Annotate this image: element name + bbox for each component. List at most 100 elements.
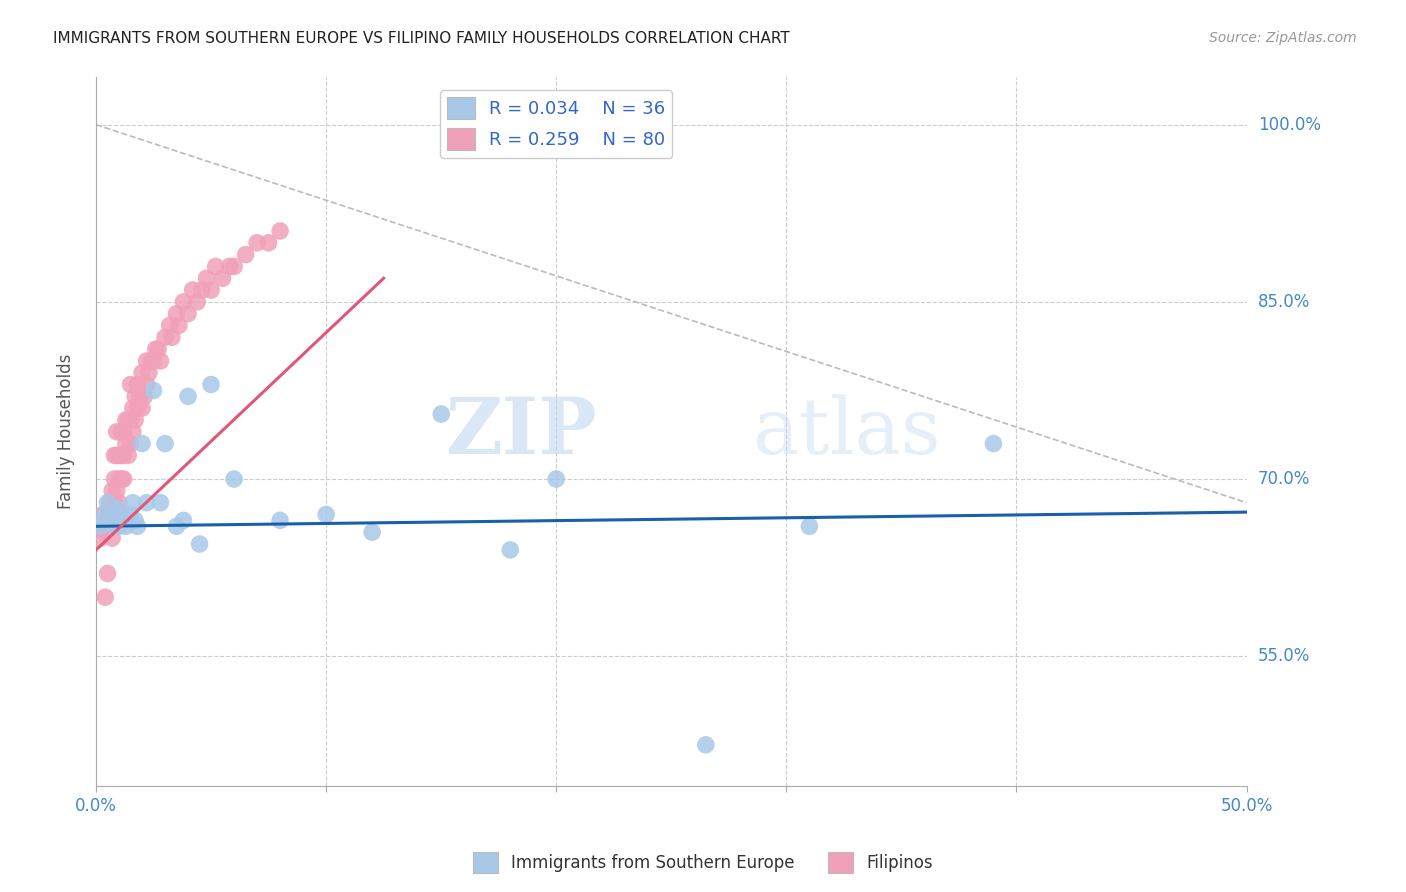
Point bbox=[142, 384, 165, 398]
Point bbox=[204, 260, 226, 274]
Point bbox=[159, 318, 181, 333]
Point bbox=[94, 525, 117, 540]
Point bbox=[134, 389, 156, 403]
Point bbox=[269, 513, 291, 527]
Point bbox=[101, 508, 124, 522]
Point bbox=[138, 366, 160, 380]
Legend: R = 0.034    N = 36, R = 0.259    N = 80: R = 0.034 N = 36, R = 0.259 N = 80 bbox=[440, 90, 672, 158]
Point bbox=[110, 472, 132, 486]
Point bbox=[101, 508, 124, 522]
Point bbox=[103, 449, 125, 463]
Point bbox=[177, 307, 200, 321]
Point bbox=[188, 537, 211, 551]
Point bbox=[108, 519, 131, 533]
Y-axis label: Family Households: Family Households bbox=[58, 354, 75, 509]
Point bbox=[103, 496, 125, 510]
Point bbox=[142, 354, 165, 368]
Point bbox=[120, 436, 142, 450]
Point bbox=[167, 318, 190, 333]
Point bbox=[96, 496, 118, 510]
Point bbox=[103, 519, 125, 533]
Point bbox=[112, 425, 135, 439]
Point bbox=[101, 519, 124, 533]
Point bbox=[135, 377, 157, 392]
Point bbox=[121, 496, 143, 510]
Point bbox=[112, 513, 135, 527]
Point bbox=[94, 590, 117, 604]
Point bbox=[91, 519, 114, 533]
Point bbox=[112, 472, 135, 486]
Point bbox=[181, 283, 204, 297]
Point bbox=[127, 519, 149, 533]
Point bbox=[131, 401, 153, 416]
Point bbox=[105, 508, 128, 522]
Point bbox=[105, 425, 128, 439]
Point bbox=[141, 354, 163, 368]
Point bbox=[91, 508, 114, 522]
Point bbox=[94, 513, 117, 527]
Point bbox=[108, 496, 131, 510]
Text: atlas: atlas bbox=[752, 394, 941, 470]
Point bbox=[108, 508, 131, 522]
Point bbox=[211, 271, 233, 285]
Legend: Immigrants from Southern Europe, Filipinos: Immigrants from Southern Europe, Filipin… bbox=[467, 846, 939, 880]
Text: 100.0%: 100.0% bbox=[1258, 116, 1320, 134]
Point bbox=[127, 401, 149, 416]
Point bbox=[108, 472, 131, 486]
Point bbox=[128, 389, 150, 403]
Point bbox=[105, 501, 128, 516]
Point bbox=[983, 436, 1005, 450]
Point bbox=[131, 366, 153, 380]
Point bbox=[115, 519, 138, 533]
Point bbox=[112, 449, 135, 463]
Point bbox=[98, 513, 121, 527]
Point bbox=[200, 377, 222, 392]
Point bbox=[546, 472, 568, 486]
Point bbox=[160, 330, 183, 344]
Point bbox=[105, 483, 128, 498]
Point bbox=[103, 519, 125, 533]
Point bbox=[110, 449, 132, 463]
Text: 85.0%: 85.0% bbox=[1258, 293, 1310, 311]
Point bbox=[177, 389, 200, 403]
Point bbox=[430, 407, 453, 421]
Point bbox=[135, 354, 157, 368]
Point bbox=[124, 413, 146, 427]
Point bbox=[115, 436, 138, 450]
Point bbox=[131, 436, 153, 450]
Point bbox=[195, 271, 218, 285]
Point bbox=[799, 519, 821, 533]
Text: IMMIGRANTS FROM SOUTHERN EUROPE VS FILIPINO FAMILY HOUSEHOLDS CORRELATION CHART: IMMIGRANTS FROM SOUTHERN EUROPE VS FILIP… bbox=[53, 31, 790, 46]
Point bbox=[499, 542, 522, 557]
Point bbox=[149, 496, 172, 510]
Point bbox=[98, 496, 121, 510]
Point bbox=[96, 566, 118, 581]
Text: 55.0%: 55.0% bbox=[1258, 648, 1310, 665]
Point bbox=[172, 294, 194, 309]
Point bbox=[695, 738, 717, 752]
Point bbox=[153, 330, 176, 344]
Point bbox=[101, 531, 124, 545]
Point bbox=[120, 413, 142, 427]
Point bbox=[127, 377, 149, 392]
Text: 70.0%: 70.0% bbox=[1258, 470, 1310, 488]
Point bbox=[101, 483, 124, 498]
Point bbox=[110, 508, 132, 522]
Point bbox=[94, 508, 117, 522]
Point bbox=[269, 224, 291, 238]
Point bbox=[108, 449, 131, 463]
Point bbox=[117, 449, 139, 463]
Point bbox=[235, 247, 257, 261]
Point bbox=[153, 436, 176, 450]
Point bbox=[90, 519, 112, 533]
Point bbox=[315, 508, 337, 522]
Point bbox=[121, 401, 143, 416]
Point bbox=[91, 513, 114, 527]
Point bbox=[96, 513, 118, 527]
Point bbox=[98, 508, 121, 522]
Point bbox=[96, 519, 118, 533]
Point bbox=[257, 235, 280, 250]
Point bbox=[120, 377, 142, 392]
Point bbox=[121, 425, 143, 439]
Point bbox=[186, 294, 208, 309]
